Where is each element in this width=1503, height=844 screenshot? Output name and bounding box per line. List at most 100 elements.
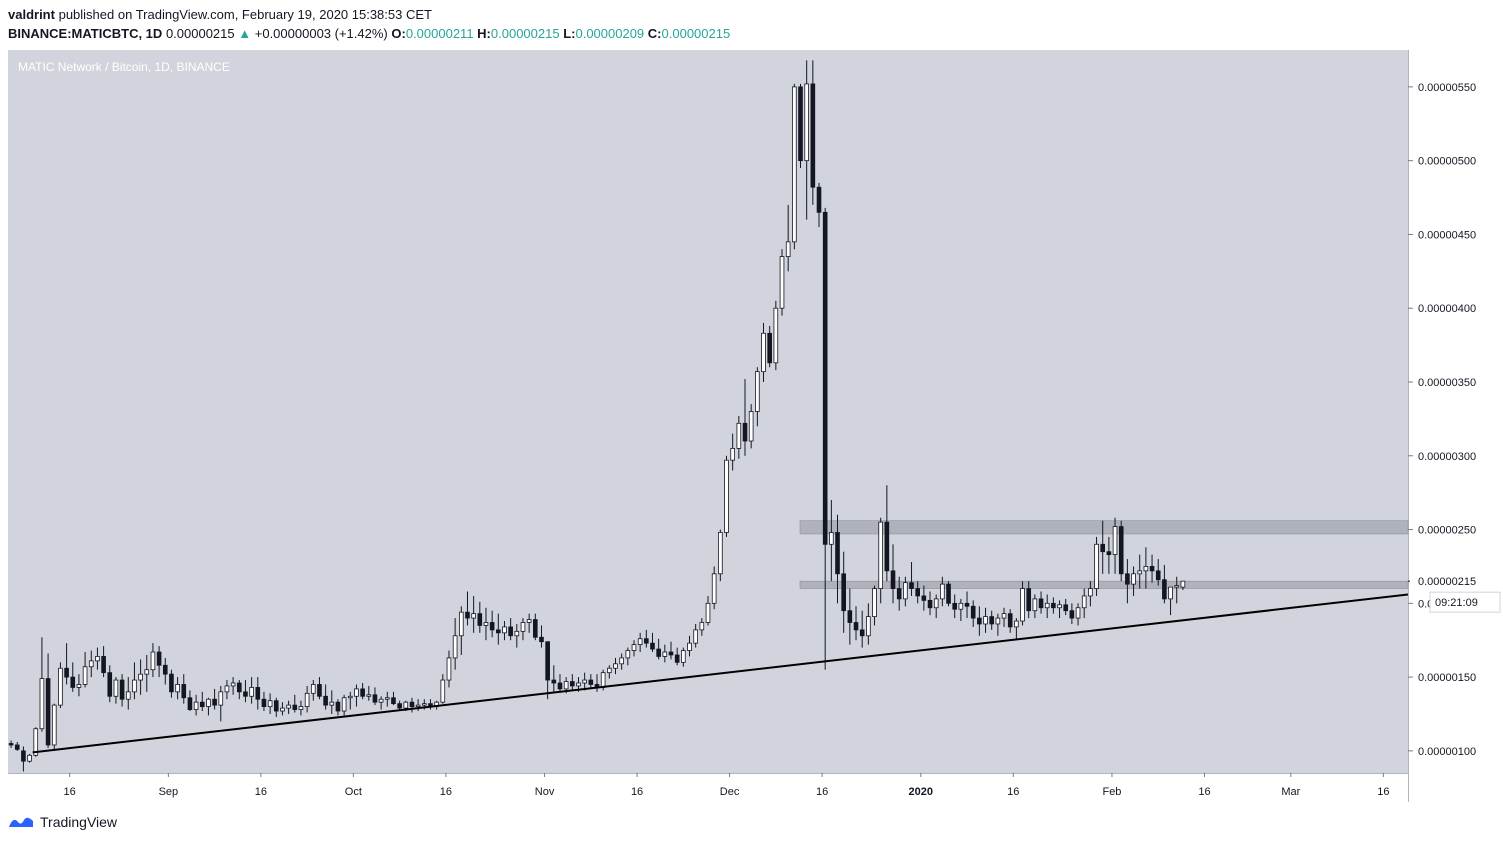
candle-body bbox=[816, 186, 822, 213]
candle-body bbox=[1168, 586, 1173, 600]
candle-body bbox=[477, 613, 483, 626]
candle-body bbox=[933, 598, 939, 609]
candle-body bbox=[1001, 613, 1007, 619]
candle-body bbox=[181, 684, 187, 699]
x-tick-label: 16 bbox=[255, 786, 267, 798]
candle-body bbox=[514, 630, 520, 637]
candle-body bbox=[668, 651, 674, 656]
candle-body bbox=[113, 679, 119, 697]
symbol-name: BINANCE:MATICBTC, 1D bbox=[8, 26, 163, 41]
candle-body bbox=[483, 622, 489, 626]
candle-body bbox=[347, 695, 353, 699]
y-tick-label: 0.00000400 bbox=[1418, 303, 1476, 315]
candle-body bbox=[107, 672, 113, 697]
candle-body bbox=[705, 602, 711, 623]
candle-body bbox=[64, 667, 69, 678]
candle-body bbox=[927, 599, 933, 609]
candle-body bbox=[156, 651, 162, 666]
trendline[interactable] bbox=[32, 593, 1409, 754]
candle-body bbox=[95, 656, 100, 662]
x-tick-label: 16 bbox=[64, 786, 76, 798]
candle-body bbox=[298, 706, 304, 710]
candle-body bbox=[903, 582, 908, 600]
up-arrow-icon: ▲ bbox=[238, 26, 252, 41]
candle-body bbox=[582, 679, 587, 684]
candle-body bbox=[748, 411, 754, 442]
candle-body bbox=[354, 688, 359, 697]
open-label: O: bbox=[391, 26, 406, 41]
close-value: 0.00000215 bbox=[661, 26, 731, 41]
footer-brand-label: TradingView bbox=[40, 814, 118, 830]
candle-body bbox=[526, 619, 532, 623]
candle-body bbox=[403, 701, 409, 709]
candle-body bbox=[323, 695, 328, 706]
candle-body bbox=[508, 626, 513, 637]
chart-panel[interactable] bbox=[8, 50, 1408, 773]
candle-body bbox=[255, 687, 261, 700]
x-tick-label: Mar bbox=[1281, 786, 1300, 798]
x-tick-label: 16 bbox=[816, 786, 828, 798]
candle-body bbox=[1026, 588, 1032, 612]
candle-body bbox=[273, 700, 279, 712]
candle-body bbox=[1032, 598, 1038, 612]
candle-body bbox=[890, 570, 896, 589]
candle-body bbox=[1149, 566, 1155, 572]
candle-body bbox=[952, 602, 958, 610]
candle-body bbox=[767, 332, 772, 364]
candle-body bbox=[8, 743, 14, 746]
footer-brand[interactable]: TradingView bbox=[8, 814, 117, 830]
candle-body bbox=[533, 619, 538, 638]
symbol-line: BINANCE:MATICBTC, 1D 0.00000215 ▲ +0.000… bbox=[8, 26, 730, 41]
candle-body bbox=[243, 691, 248, 697]
candle-body bbox=[1131, 573, 1136, 585]
candle-body bbox=[711, 573, 717, 604]
candle-body bbox=[742, 422, 748, 442]
candle-body bbox=[693, 629, 698, 644]
candle-body bbox=[804, 83, 809, 162]
candle-body bbox=[674, 654, 680, 663]
tradingview-logo-icon bbox=[9, 817, 33, 827]
last-price: 0.00000215 bbox=[165, 26, 235, 41]
candle-body bbox=[847, 610, 853, 623]
candle-body bbox=[82, 666, 88, 685]
countdown-label: 09:21:09 bbox=[1435, 597, 1478, 609]
candle-body bbox=[1106, 551, 1112, 556]
candle-body bbox=[779, 256, 785, 309]
price-axis[interactable] bbox=[1408, 50, 1503, 802]
candle-body bbox=[625, 650, 631, 659]
open-value: 0.00000211 bbox=[405, 26, 474, 41]
chart-title: MATIC Network / Bitcoin, 1D, BINANCE bbox=[18, 60, 230, 74]
candle-body bbox=[977, 617, 982, 625]
publish-info: valdrint published on TradingView.com, F… bbox=[8, 7, 432, 22]
candle-body bbox=[946, 583, 951, 604]
candle-body bbox=[1088, 588, 1093, 597]
candle-body bbox=[162, 664, 168, 675]
candle-body bbox=[829, 532, 834, 545]
y-tick-label: 0.00000500 bbox=[1418, 156, 1476, 168]
candle-body bbox=[909, 582, 914, 589]
candle-body bbox=[286, 704, 291, 709]
candle-body bbox=[1081, 595, 1087, 609]
candle-body bbox=[132, 679, 137, 693]
candle-body bbox=[736, 422, 742, 449]
y-tick-label: 0.00000450 bbox=[1418, 229, 1476, 241]
candle-body bbox=[341, 697, 347, 712]
x-tick-label: Nov bbox=[535, 786, 555, 798]
candle-body bbox=[785, 241, 791, 257]
candle-body bbox=[440, 679, 446, 703]
candle-body bbox=[27, 754, 32, 762]
candle-body bbox=[212, 698, 217, 706]
candle-body bbox=[878, 521, 883, 589]
candle-body bbox=[125, 691, 131, 700]
author-name[interactable]: valdrint bbox=[8, 7, 55, 22]
last-price-box bbox=[1410, 572, 1500, 590]
candle-body bbox=[1180, 580, 1186, 588]
candle-body bbox=[631, 644, 637, 651]
candle-body bbox=[101, 656, 106, 674]
candle-body bbox=[378, 698, 384, 703]
y-tick-label: 0.00000100 bbox=[1418, 746, 1476, 758]
candle-body bbox=[995, 617, 1001, 625]
time-axis[interactable] bbox=[8, 773, 1408, 802]
x-tick-label: 16 bbox=[1198, 786, 1210, 798]
